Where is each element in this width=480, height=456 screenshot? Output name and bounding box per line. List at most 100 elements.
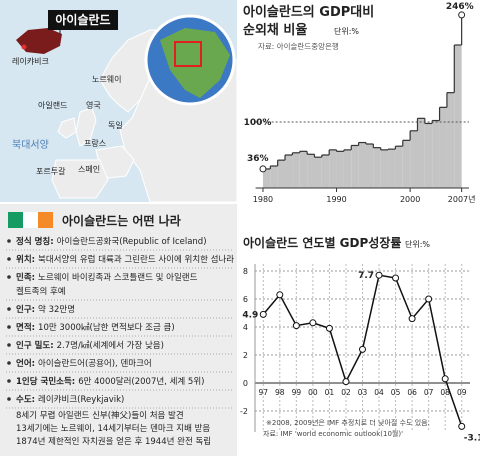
- flag: [23, 212, 38, 228]
- note: 자료: IMF 'world economic outlook(10월)': [263, 429, 403, 438]
- map-label: 레이캬비크: [12, 56, 49, 66]
- reference-label: 100%: [244, 118, 272, 128]
- area-step: [336, 151, 344, 188]
- info-label: 수도:: [16, 395, 35, 405]
- y-tick-label: 0: [243, 379, 248, 388]
- x-tick-label: 00: [308, 388, 318, 397]
- point: [259, 310, 267, 318]
- capital-dot: [21, 44, 27, 50]
- info-label: 면적:: [16, 322, 35, 333]
- map-labels: 레이캬비크 노르웨이 아일랜드 영국 독일 북대서양 프랑스 포르투갈 스페인: [12, 56, 123, 176]
- point: [375, 271, 383, 279]
- map-label: 독일: [108, 121, 123, 130]
- info-text: 켈트족의 후예: [16, 286, 66, 297]
- flag: [8, 212, 23, 228]
- point: [292, 322, 300, 330]
- bullet: [7, 343, 11, 347]
- area-step: [454, 45, 462, 188]
- chart-title: 아이슬란드의 GDP대비: [243, 4, 374, 20]
- info-item: 인구: 약 32만명: [16, 304, 75, 315]
- x-tick-label: 04: [374, 388, 384, 397]
- info-item: 면적: 10만 3000㎢(남한 면적보다 조금 큼): [16, 322, 175, 333]
- area-step: [351, 145, 359, 188]
- info-text: 2.7명/㎢(세계에서 가장 낮음): [57, 340, 164, 351]
- x-tick-label: 01: [325, 388, 335, 397]
- info-label: 정식 명칭:: [16, 236, 54, 247]
- annotation-label: 246%: [446, 2, 474, 12]
- chart-title: 아이슬란드 연도별 GDP성장률: [243, 235, 401, 250]
- chart-title: 순외채 비율: [243, 22, 307, 38]
- bullet: [7, 379, 11, 383]
- globe-focus: [174, 41, 202, 67]
- info-text: 레이캬비크(Reykjavik): [38, 394, 124, 405]
- iceland: [16, 28, 62, 54]
- x-tick-label: 2007년: [448, 194, 476, 204]
- area-step: [373, 147, 381, 188]
- x-tick-label: 2000: [400, 195, 420, 204]
- bullet: [7, 397, 11, 401]
- title-box: [48, 10, 118, 30]
- area-step: [321, 155, 330, 188]
- bullet: [7, 239, 11, 243]
- area-step: [402, 140, 411, 188]
- x-tick-label: 06: [407, 388, 417, 397]
- x-tick-label: 99: [292, 388, 302, 397]
- bullet: [7, 361, 11, 365]
- info-text: 약 32만명: [38, 304, 75, 315]
- x-tick-label: 1980: [253, 195, 273, 204]
- area-step: [410, 130, 418, 188]
- x-tick-label: 09: [457, 388, 467, 397]
- area-step: [432, 120, 440, 188]
- area-step: [299, 151, 308, 188]
- y-tick-label: 8: [243, 267, 248, 276]
- info-text: 6만 4000달러(2007년, 세계 5위): [78, 376, 204, 387]
- area-step: [358, 142, 366, 188]
- info-text: 노르웨이 바이킹족과 스코틀랜드 및 아일랜드: [38, 272, 198, 283]
- globe-land: [160, 28, 230, 98]
- point: [425, 295, 433, 303]
- info-item: 1인당 국민소득: 6만 4000달러(2007년, 세계 5위): [16, 376, 204, 387]
- area-step: [388, 149, 396, 188]
- value-label: -3.1: [464, 433, 480, 443]
- bullet: [7, 257, 11, 261]
- y-tick-label: 4: [243, 323, 248, 332]
- annotation-label: 36%: [247, 154, 269, 164]
- bullet: [7, 275, 11, 279]
- x-tick-label: 98: [275, 388, 285, 397]
- x-tick-label: 07: [424, 388, 434, 397]
- info-item: 켈트족의 후예: [16, 286, 66, 297]
- point: [325, 324, 333, 332]
- point: [276, 291, 284, 299]
- area-step: [417, 118, 425, 188]
- area-step: [262, 168, 271, 188]
- point: [408, 315, 416, 323]
- x-tick-label: 03: [358, 388, 368, 397]
- area-step: [446, 92, 455, 188]
- area-step: [343, 149, 352, 188]
- history-line: 13세기에는 노르웨이, 14세기부터는 덴마크 지배 받음: [16, 423, 210, 434]
- history-line: 8세기 무렵 아일랜드 신부(神父)들이 처음 발견: [16, 410, 184, 421]
- map-label: 프랑스: [84, 138, 106, 148]
- map-label: 노르웨이: [92, 74, 121, 84]
- area-step: [380, 149, 389, 188]
- y-tick-label: 2: [243, 351, 248, 360]
- bullet: [7, 307, 11, 311]
- info-text: 아이슬란드공화국(Republic of Iceland): [57, 236, 207, 247]
- map-label: 스페인: [78, 164, 100, 174]
- point: [392, 274, 400, 282]
- area-step: [329, 149, 337, 188]
- area-step: [395, 146, 403, 188]
- info-item: 인구 밀도: 2.7명/㎢(세계에서 가장 낮음): [16, 340, 164, 351]
- x-tick-label: 05: [391, 388, 401, 397]
- point: [441, 375, 449, 383]
- source: 자료: 아이슬란드중앙은행: [258, 41, 339, 51]
- area-step: [307, 154, 315, 188]
- unit: 단위:%: [334, 26, 359, 36]
- x-tick-label: 97: [258, 388, 268, 397]
- map-label: 북대서양: [12, 139, 49, 151]
- info-text: 북대서양의 유럽 대륙과 그린란드 사이에 위치한 섬나라: [38, 254, 234, 265]
- area-step: [314, 157, 322, 188]
- point: [359, 345, 366, 353]
